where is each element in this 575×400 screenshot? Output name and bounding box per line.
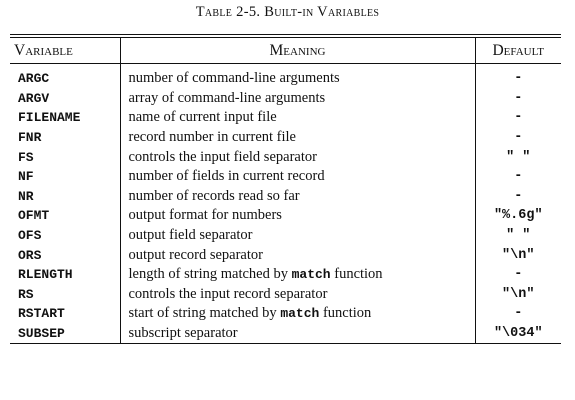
top-rule (10, 34, 561, 35)
cell-meaning: name of current input file (119, 108, 475, 128)
table-row: ARGC number of command-line arguments - (10, 63, 561, 89)
cell-variable: OFS (18, 228, 42, 244)
cell-default: - (474, 127, 561, 148)
meaning-text: function (319, 305, 372, 322)
cell-variable: FS (18, 149, 34, 165)
cell-meaning: output field separator (119, 225, 475, 246)
cell-meaning: controls the input record separator (119, 284, 475, 305)
cell-variable: RLENGTH (18, 267, 73, 283)
cell-default: - (474, 186, 561, 207)
cell-default: - (474, 166, 561, 187)
cell-default: - (474, 88, 561, 109)
header-variable: Variable (10, 38, 120, 64)
header-row: Variable Meaning Default (10, 38, 561, 64)
builtin-variables-table: Variable Meaning Default ARGC number of … (10, 34, 561, 345)
cell-meaning: number of command-line arguments (119, 63, 475, 89)
table-row: FS controls the input field separator " … (10, 147, 561, 167)
cell-default: "%.6g" (474, 206, 561, 226)
cell-variable: ORS (18, 247, 42, 263)
variables-table: Variable Meaning Default ARGC number of … (10, 38, 561, 344)
table-row: OFS output field separator " " (10, 225, 561, 246)
cell-default: " " (474, 147, 561, 167)
cell-meaning: record number in current file (119, 127, 475, 148)
cell-variable: OFMT (18, 208, 50, 224)
cell-variable: RS (18, 286, 34, 302)
header-meaning: Meaning (119, 38, 475, 64)
table-row: NR number of records read so far - (10, 186, 561, 207)
cell-variable: ARGC (18, 71, 50, 87)
table-row: SUBSEP subscript separator "\034" (10, 323, 561, 344)
cell-variable: FNR (18, 130, 42, 146)
cell-meaning: subscript separator (119, 323, 475, 344)
cell-variable: SUBSEP (18, 326, 65, 342)
table-row: RS controls the input record separator "… (10, 284, 561, 305)
table-row: FNR record number in current file - (10, 127, 561, 148)
cell-default: - (474, 264, 561, 285)
cell-meaning: start of string matched by match functio… (119, 304, 475, 324)
table-caption: Table 2-5. Built-in Variables (195, 4, 380, 20)
cell-meaning: number of fields in current record (119, 166, 475, 187)
cell-meaning: output record separator (119, 245, 475, 265)
table-row: OFMT output format for numbers "%.6g" (10, 206, 561, 226)
meaning-code: match (280, 306, 320, 322)
bottom-rule (10, 343, 561, 345)
cell-default: - (474, 304, 561, 324)
table-row: ORS output record separator "\n" (10, 245, 561, 265)
cell-variable: ARGV (18, 90, 50, 106)
table-row: FILENAME name of current input file - (10, 108, 561, 128)
cell-default: " " (474, 225, 561, 246)
cell-variable: NR (18, 188, 34, 204)
header-default: Default (474, 38, 561, 64)
table-row: RLENGTH length of string matched by matc… (10, 264, 561, 285)
cell-meaning: length of string matched by match functi… (119, 264, 475, 285)
meaning-text: function (330, 266, 383, 283)
meaning-code: match (291, 267, 331, 283)
meaning-text: start of string matched by (128, 305, 281, 322)
top-rule-inner (10, 37, 561, 38)
table-row: NF number of fields in current record - (10, 166, 561, 187)
meaning-text: length of string matched by (128, 266, 292, 283)
cell-variable: FILENAME (18, 110, 81, 126)
table-row: ARGV array of command-line arguments - (10, 88, 561, 109)
cell-variable: RSTART (18, 306, 65, 322)
table-row: RSTART start of string matched by match … (10, 304, 561, 324)
cell-variable: NF (18, 169, 34, 185)
cell-default: "\034" (474, 323, 561, 344)
cell-default: - (474, 63, 561, 89)
cell-default: "\n" (474, 245, 561, 265)
cell-meaning: controls the input field separator (119, 147, 475, 167)
cell-default: "\n" (474, 284, 561, 305)
cell-meaning: array of command-line arguments (119, 88, 475, 109)
cell-meaning: number of records read so far (119, 186, 475, 207)
cell-meaning: output format for numbers (119, 206, 475, 226)
cell-default: - (474, 108, 561, 128)
